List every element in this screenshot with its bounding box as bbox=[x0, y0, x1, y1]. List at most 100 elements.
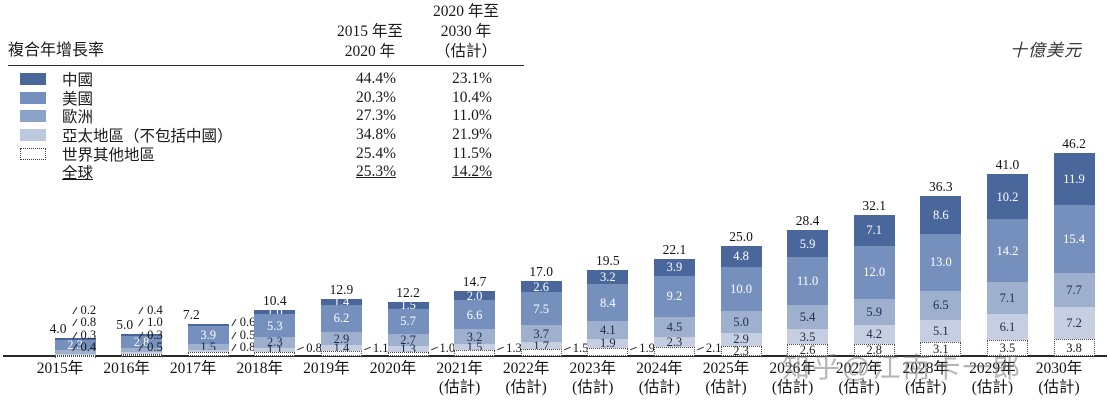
segment-世界其他地區 bbox=[587, 347, 629, 356]
segment-value-label: 2.3 bbox=[666, 334, 683, 349]
legend-row-apac: 亞太地區（不包括中國） 34.8% 21.9% bbox=[8, 126, 524, 145]
segment-value-label: 5.4 bbox=[799, 310, 816, 325]
bar-2027年: 7.1 12.0 5.9 4.2 2.8 bbox=[853, 214, 895, 356]
bar-total-label: 4.0 bbox=[49, 321, 67, 337]
segment-美國: 3.9 bbox=[187, 326, 229, 344]
segment-美國: 6.2 bbox=[320, 304, 362, 333]
segment-中國: 1.5 bbox=[387, 299, 429, 312]
legend-row-china: 中國 44.4% 23.1% bbox=[8, 70, 524, 89]
segment-世界其他地區 bbox=[187, 352, 229, 356]
legend-label: 中國 bbox=[62, 72, 94, 90]
cagr-2020-2030-value: 14.2% bbox=[451, 163, 493, 181]
segment-亞太地區（不包括中國）: 2.3 bbox=[653, 334, 695, 349]
segment-value-label: 3.5 bbox=[999, 341, 1016, 356]
segment-value-label: 5.0 bbox=[733, 314, 749, 329]
segment-value-label: 4.5 bbox=[666, 319, 683, 334]
bar-2019年: 1.4 6.2 2.9 1.4 bbox=[320, 295, 362, 356]
segment-value-label: 4.2 bbox=[866, 327, 882, 342]
x-axis-label-2020年: 2020年 bbox=[369, 360, 417, 377]
segment-value-label: 14.2 bbox=[996, 243, 1019, 258]
bar-2022年: 2.6 7.5 3.7 1.7 bbox=[520, 280, 562, 356]
cagr-2015-2020-value: 44.4% bbox=[355, 70, 397, 88]
segment-value-label: 3.9 bbox=[200, 327, 216, 342]
segment-亞太地區（不包括中國） bbox=[54, 353, 96, 355]
segment-中國: 2.0 bbox=[454, 290, 496, 302]
segment-value-label: 6.5 bbox=[932, 298, 949, 313]
bar-total-label: 25.0 bbox=[729, 228, 753, 244]
x-axis-label-2026年: 2026年 (估計) bbox=[769, 360, 816, 396]
x-axis-label-2022年: 2022年 (估計) bbox=[502, 360, 550, 396]
segment-世界其他地區: 3.8 bbox=[1053, 339, 1095, 356]
cagr-2015-2020-value: 25.4% bbox=[355, 144, 397, 162]
cagr-2020-2030-value: 11.0% bbox=[452, 107, 492, 125]
segment-中國: 7.1 bbox=[853, 214, 895, 246]
cagr-legend-table: 複合年增長率 2015 年至 2020 年 2020 年至 2030 年（估計） 中… bbox=[8, 2, 524, 182]
segment-中國: 11.9 bbox=[1053, 152, 1095, 206]
cagr-2020-2030-value: 10.4% bbox=[451, 88, 493, 106]
segment-中國 bbox=[54, 338, 96, 340]
segment-歐洲: 2.3 bbox=[254, 336, 296, 349]
segment-中國 bbox=[187, 323, 229, 327]
x-axis-label-2019年: 2019年 bbox=[303, 360, 350, 377]
bar-total-label: 28.4 bbox=[795, 213, 820, 229]
segment-世界其他地區 bbox=[653, 346, 695, 356]
x-axis-label-2023年: 2023年 (估計) bbox=[569, 360, 617, 396]
segment-value-label: 3.8 bbox=[1066, 340, 1082, 355]
cagr-col-header-2020-2030: 2020 年至 2030 年（估計） bbox=[433, 3, 499, 60]
segment-歐洲: 4.1 bbox=[587, 321, 629, 340]
cagr-2015-2020-value: 34.8% bbox=[355, 126, 397, 144]
bar-2030年: 11.9 15.4 7.7 7.2 3.8 bbox=[1053, 152, 1095, 356]
segment-value-label: 11.0 bbox=[796, 273, 819, 288]
x-axis-label-2024年: 2024年 (估計) bbox=[636, 360, 683, 396]
segment-美國: 8.4 bbox=[587, 283, 629, 322]
bar-total-label: 22.1 bbox=[662, 241, 687, 257]
bar-2023年: 3.2 8.4 4.1 1.9 bbox=[587, 269, 629, 356]
cagr-2015-2020-value: 20.3% bbox=[355, 88, 397, 106]
segment-value-label: 2.7 bbox=[400, 332, 416, 347]
segment-value-label: 8.6 bbox=[932, 207, 949, 222]
segment-value-label: 5.9 bbox=[866, 304, 882, 319]
segment-亞太地區（不包括中國）: 6.1 bbox=[986, 313, 1028, 341]
segment-歐洲 bbox=[121, 348, 163, 353]
segment-value-label: 4.8 bbox=[733, 249, 749, 264]
segment-value-label: 7.7 bbox=[1066, 283, 1082, 298]
segment-美國: 7.5 bbox=[520, 292, 562, 326]
bar-total-label: 32.1 bbox=[862, 197, 886, 213]
segment-中國: 3.9 bbox=[653, 258, 695, 276]
europe-color-swatch-icon bbox=[20, 110, 50, 123]
segment-歐洲: 2.9 bbox=[320, 332, 362, 345]
legend-row-us: 美國 20.3% 10.4% bbox=[8, 89, 524, 108]
segment-世界其他地區 bbox=[320, 351, 362, 356]
zhihu-watermark: 知乎@江南卡一郎 bbox=[782, 352, 1023, 383]
bar-2025年: 4.8 10.0 5.0 2.9 2.3 bbox=[720, 245, 762, 357]
bar-2021年: 2.0 6.6 3.2 1.5 bbox=[454, 290, 496, 356]
cagr-title: 複合年增長率 bbox=[8, 42, 105, 59]
segment-value-label: 10.2 bbox=[996, 189, 1019, 204]
bar-2020年: 1.5 5.7 2.7 1.3 bbox=[387, 299, 429, 356]
legend-label: 全球 bbox=[62, 165, 94, 183]
x-axis-label-2021年: 2021年 (估計) bbox=[436, 360, 483, 396]
fan-callout-labels: 0.6 0.5 0.8 bbox=[230, 315, 255, 354]
segment-亞太地區（不包括中國） bbox=[121, 352, 163, 354]
segment-美國: 12.0 bbox=[853, 245, 895, 299]
china-color-swatch-icon bbox=[20, 73, 50, 86]
cagr-table-header: 複合年增長率 2015 年至 2020 年 2020 年至 2030 年（估計） bbox=[8, 2, 524, 62]
segment-value-label: 1.5 bbox=[200, 339, 216, 354]
segment-value-label: 1.9 bbox=[599, 336, 616, 351]
legend-row-none: 全球 25.3% 14.2% bbox=[8, 163, 524, 182]
segment-歐洲: 5.4 bbox=[787, 305, 829, 329]
segment-世界其他地區 bbox=[387, 351, 429, 356]
segment-美國: 15.4 bbox=[1053, 205, 1095, 274]
segment-value-label: 2.9 bbox=[733, 332, 749, 347]
segment-亞太地區（不包括中國）: 1.7 bbox=[520, 339, 562, 352]
segment-value-label: 8.4 bbox=[599, 295, 616, 310]
segment-中國: 5.9 bbox=[787, 230, 829, 257]
segment-value-label: 5.1 bbox=[932, 323, 949, 338]
bar-total-label: 17.0 bbox=[529, 263, 553, 279]
segment-亞太地區（不包括中國）: 5.1 bbox=[920, 319, 962, 343]
legend-label: 亞太地區（不包括中國） bbox=[62, 128, 233, 146]
bar-total-label: 46.2 bbox=[1062, 135, 1086, 151]
segment-美國: 9.2 bbox=[653, 275, 695, 317]
segment-value-label: 6.6 bbox=[466, 307, 483, 322]
